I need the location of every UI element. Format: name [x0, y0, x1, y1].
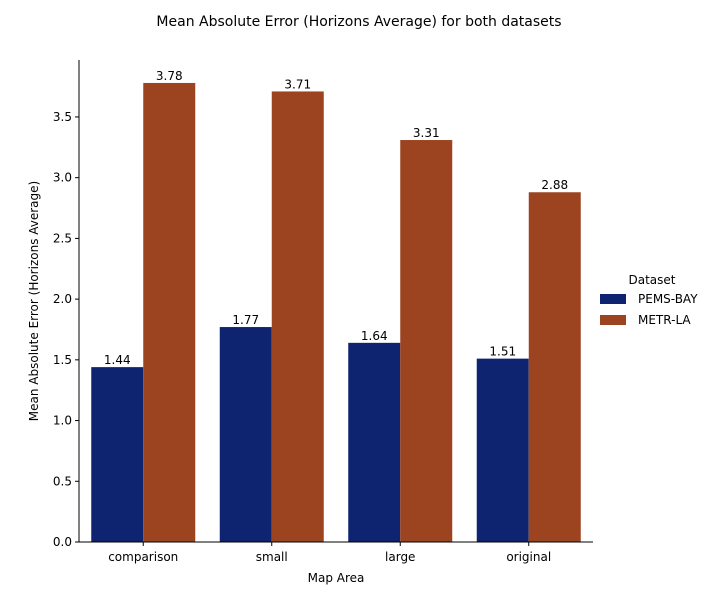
x-axis-title: Map Area: [308, 571, 365, 585]
x-tick-label-comparison: comparison: [108, 550, 178, 564]
data-label-pems-bay-large: 1.64: [361, 329, 388, 343]
bar-pems-bay-original: [476, 358, 529, 542]
plot-area: 1.44 1.77 1.64 1.51 3.78 3.71 3.31 2.88: [91, 69, 581, 543]
legend-label-metr-la: METR-LA: [638, 313, 691, 327]
y-tick-label: 3.0: [53, 171, 72, 185]
data-label-metr-la-original: 2.88: [541, 178, 568, 192]
y-tick-label: 1.0: [53, 414, 72, 428]
y-tick-label: 0.5: [53, 474, 72, 488]
data-label-metr-la-small: 3.71: [284, 77, 311, 91]
data-label-pems-bay-original: 1.51: [489, 345, 516, 359]
bar-metr-la-comparison: [143, 82, 196, 542]
data-label-pems-bay-small: 1.77: [232, 313, 259, 327]
x-tick-label-original: original: [506, 550, 551, 564]
axes: 0.0 0.5 1.0 1.5 2.0 2.5 3.0 3.5 comparison small l…: [53, 60, 593, 564]
chart-title: Mean Absolute Error (Horizons Average) f…: [156, 14, 561, 30]
legend: Dataset PEMS-BAY METR-LA: [600, 273, 698, 327]
y-tick-label: 0.0: [53, 535, 72, 549]
x-tick-label-large: large: [385, 550, 415, 564]
y-tick-label: 1.5: [53, 353, 72, 367]
bar-pems-bay-comparison: [91, 367, 144, 542]
legend-label-pems-bay: PEMS-BAY: [638, 292, 698, 306]
y-tick-label: 2.5: [53, 231, 72, 245]
legend-swatch-metr-la: [600, 315, 626, 325]
bar-metr-la-large: [400, 140, 453, 542]
x-tick-label-small: small: [256, 550, 288, 564]
bar-metr-la-original: [528, 192, 581, 542]
data-label-pems-bay-comparison: 1.44: [104, 353, 131, 367]
y-axis-title: Mean Absolute Error (Horizons Average): [27, 181, 41, 421]
bar-pems-bay-large: [348, 342, 401, 542]
y-tick-label: 3.5: [53, 110, 72, 124]
bar-pems-bay-small: [219, 327, 272, 542]
bar-metr-la-small: [271, 91, 324, 543]
y-tick-label: 2.0: [53, 292, 72, 306]
legend-swatch-pems-bay: [600, 294, 626, 304]
data-label-metr-la-comparison: 3.78: [156, 69, 183, 83]
legend-title: Dataset: [629, 273, 676, 287]
data-label-metr-la-large: 3.31: [413, 126, 440, 140]
